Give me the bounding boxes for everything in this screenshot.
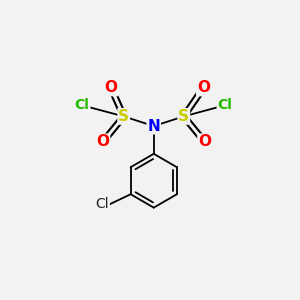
Text: Cl: Cl — [95, 197, 109, 211]
Text: Cl: Cl — [218, 98, 232, 112]
Text: O: O — [198, 134, 211, 149]
Text: O: O — [96, 134, 110, 149]
Text: Cl: Cl — [75, 98, 90, 112]
Text: O: O — [104, 80, 118, 95]
Text: S: S — [118, 109, 129, 124]
Text: S: S — [178, 109, 189, 124]
Text: O: O — [197, 80, 210, 95]
Text: N: N — [147, 118, 160, 134]
